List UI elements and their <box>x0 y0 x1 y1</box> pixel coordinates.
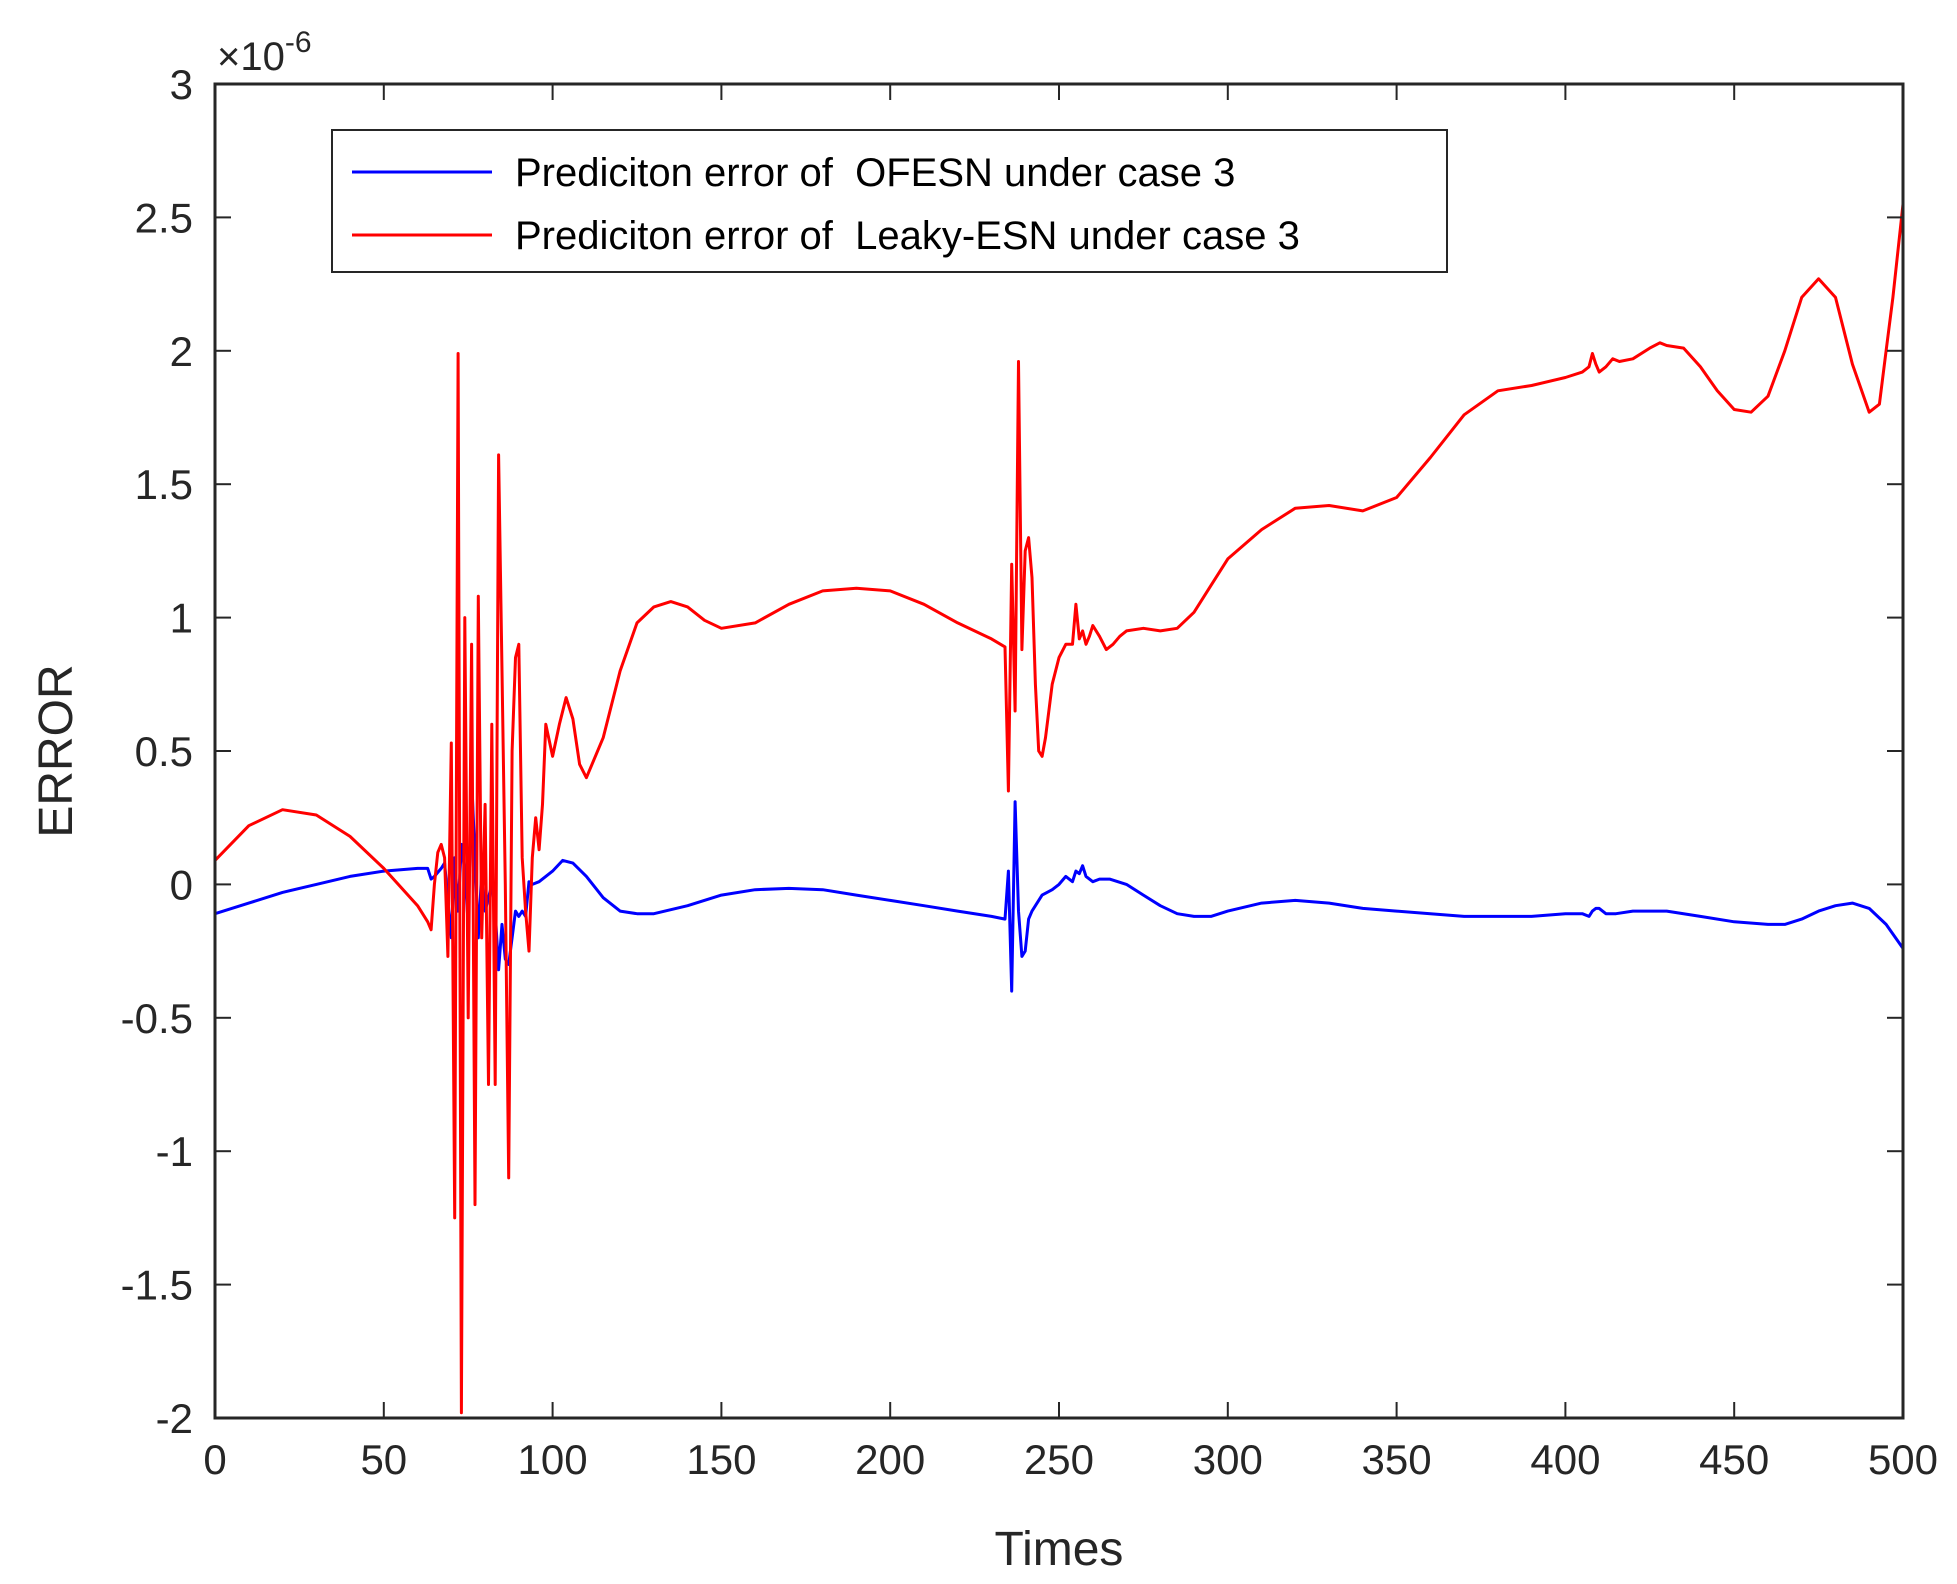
y-tick-label: 2 <box>170 328 193 375</box>
x-tick-label: 50 <box>360 1436 407 1483</box>
y-axis-title: ERROR <box>30 664 83 837</box>
x-tick-label: 350 <box>1362 1436 1432 1483</box>
y-axis: -2 -1.5 -1 -0.5 0 0.5 1 1.5 2 2.5 3 <box>121 61 1903 1442</box>
x-tick-label: 0 <box>203 1436 226 1483</box>
y-tick-label: -1.5 <box>121 1262 193 1309</box>
legend-box <box>331 129 1448 273</box>
y-tick-label: 1.5 <box>135 461 193 508</box>
x-tick-label: 250 <box>1024 1436 1094 1483</box>
legend-label-leaky-esn: Prediciton error of Leaky-ESN under case… <box>515 214 1300 258</box>
y-axis-exponent: ×10-6 <box>217 26 312 79</box>
x-axis-title: Times <box>995 1523 1124 1576</box>
y-tick-label: 3 <box>170 61 193 108</box>
y-tick-label: -1 <box>156 1128 193 1175</box>
x-tick-label: 400 <box>1530 1436 1600 1483</box>
x-tick-label: 150 <box>686 1436 756 1483</box>
y-tick-label: 1 <box>170 595 193 642</box>
x-tick-label: 500 <box>1868 1436 1938 1483</box>
plot-area <box>215 84 1903 1418</box>
y-tick-label: 2.5 <box>135 194 193 241</box>
y-exponent-power: -6 <box>285 26 312 59</box>
x-axis: 0 50 100 150 200 250 300 350 400 450 500 <box>203 84 1938 1483</box>
legend-label-ofesn: Prediciton error of OFESN under case 3 <box>515 151 1235 195</box>
series-layer <box>213 203 1905 1415</box>
x-tick-label: 300 <box>1193 1436 1263 1483</box>
x-tick-label: 100 <box>518 1436 588 1483</box>
series-line-1 <box>213 203 1905 1415</box>
y-tick-label: -0.5 <box>121 995 193 1042</box>
y-tick-label: 0.5 <box>135 728 193 775</box>
y-exponent-base: ×10 <box>217 35 285 79</box>
legend: Prediciton error of OFESN under case 3 P… <box>331 129 1448 273</box>
y-tick-label: 0 <box>170 861 193 908</box>
y-tick-label: -2 <box>156 1395 193 1442</box>
x-tick-label: 450 <box>1699 1436 1769 1483</box>
x-tick-label: 200 <box>855 1436 925 1483</box>
